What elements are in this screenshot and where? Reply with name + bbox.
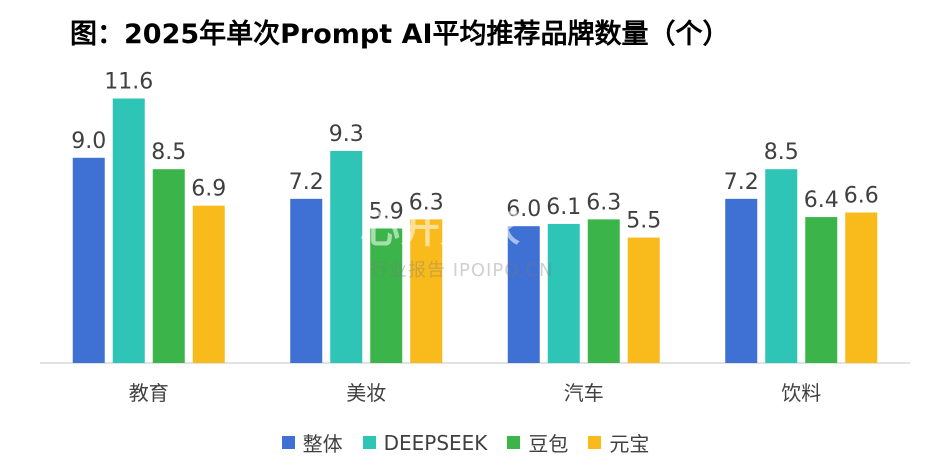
legend-swatch: [362, 436, 376, 449]
legend-swatch: [588, 436, 602, 449]
data-label: 5.5: [626, 209, 661, 234]
data-label: 6.6: [844, 184, 879, 209]
legend-item-doubao: 豆包: [507, 428, 568, 457]
bar-3-0: [192, 205, 225, 363]
bar-2-0: [152, 169, 185, 363]
legend-item-overall: 整体: [281, 428, 343, 457]
bar-0-2: [507, 226, 540, 363]
data-label: 9.3: [329, 122, 364, 147]
bar-1-1: [330, 150, 363, 363]
bar-1-3: [765, 169, 798, 363]
bar-2-1: [370, 228, 403, 363]
chart-title: 图：2025年单次Prompt AI平均推荐品牌数量（个）: [70, 19, 730, 50]
category-label: 美妆: [346, 381, 386, 405]
legend-label: DEEPSEEK: [383, 430, 488, 455]
data-label: 6.3: [409, 190, 444, 215]
legend-item-yuanbao: 元宝: [588, 428, 649, 457]
data-label: 7.2: [724, 170, 759, 195]
category-label: 饮料: [781, 381, 821, 405]
data-label: 6.9: [191, 177, 226, 202]
chart-legend: 整体 DEEPSEEK 豆包 元宝: [0, 428, 931, 457]
legend-label: 豆包: [528, 432, 569, 456]
data-label: 5.9: [369, 199, 404, 224]
legend-item-deepseek: DEEPSEEK: [362, 428, 488, 457]
data-label: 6.1: [546, 195, 581, 220]
bar-2-2: [587, 219, 620, 363]
data-label: 8.5: [151, 140, 186, 165]
bar-1-2: [547, 223, 580, 363]
bar-3-1: [410, 219, 443, 363]
data-label: 7.2: [289, 170, 324, 195]
bar-0-1: [290, 198, 323, 363]
legend-swatch: [281, 436, 295, 449]
legend-swatch: [507, 436, 521, 449]
data-label: 6.0: [506, 197, 541, 222]
legend-label: 整体: [302, 432, 343, 456]
data-label: 11.6: [104, 70, 153, 95]
data-label: 8.5: [764, 140, 799, 165]
data-label: 9.0: [71, 129, 106, 154]
bar-3-3: [845, 212, 878, 363]
bar-0-3: [725, 198, 758, 363]
bar-2-3: [805, 217, 838, 363]
category-label: 汽车: [564, 381, 604, 405]
data-label: 6.4: [804, 188, 839, 213]
bar-1-0: [112, 98, 145, 364]
legend-label: 元宝: [609, 432, 650, 456]
bar-3-2: [627, 237, 660, 363]
data-label: 6.3: [586, 190, 621, 215]
category-label: 教育: [129, 381, 169, 405]
bar-0-0: [72, 157, 105, 363]
